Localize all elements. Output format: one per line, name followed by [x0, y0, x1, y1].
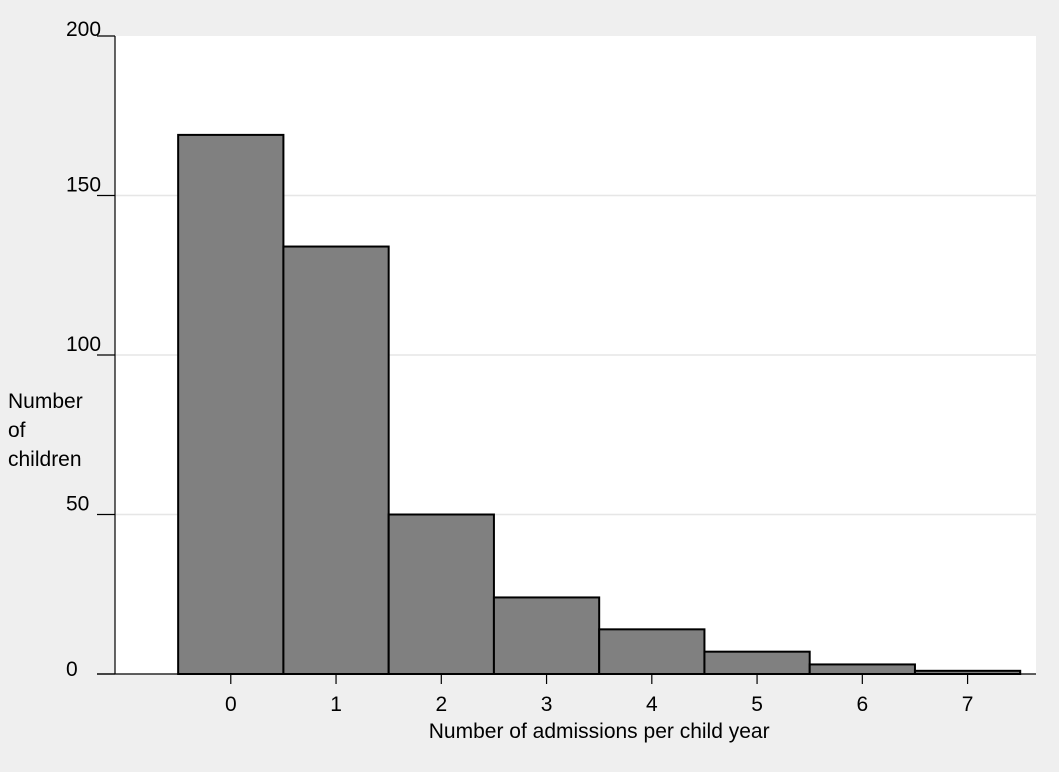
- bars: [177, 133, 1022, 676]
- x-tick-label: 5: [751, 693, 763, 716]
- y-tick-label: 150: [66, 174, 101, 197]
- bar-4: [598, 628, 706, 676]
- bar-1: [282, 245, 390, 675]
- bar-6: [808, 663, 916, 675]
- x-tick-label: 6: [856, 693, 868, 716]
- y-ticks: 0 50 100 150 200: [66, 18, 115, 681]
- bar-2: [387, 513, 495, 675]
- bar-5: [703, 650, 811, 675]
- y-axis-title-line: Number: [8, 390, 83, 413]
- x-ticks: 0 1 2 3 4 5 6 7: [225, 674, 973, 716]
- y-tick-label: 50: [66, 493, 89, 516]
- x-tick-label: 1: [330, 693, 342, 716]
- y-tick-label: 100: [66, 333, 101, 356]
- y-tick-label: 200: [66, 18, 101, 41]
- bar-0: [177, 133, 285, 675]
- x-tick-label: 4: [646, 693, 658, 716]
- y-axis-title-line: children: [8, 448, 82, 471]
- x-axis-title: Number of admissions per child year: [429, 720, 770, 743]
- y-axis-title-line: of: [8, 419, 26, 442]
- y-axis-title: Number of children: [8, 390, 89, 471]
- bar-3: [492, 596, 601, 675]
- x-tick-label: 2: [435, 693, 447, 716]
- x-tick-label: 0: [225, 693, 237, 716]
- x-tick-label: 3: [541, 693, 553, 716]
- y-tick-label: 0: [66, 658, 78, 681]
- x-tick-label: 7: [962, 693, 974, 716]
